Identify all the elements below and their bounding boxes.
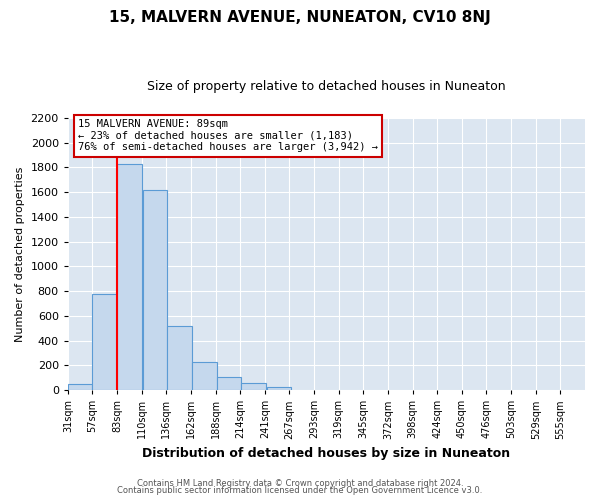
Bar (241, 384, 266, 390)
Bar (143, 190, 167, 390)
Bar (117, 164, 142, 390)
Bar (192, 362, 217, 390)
Text: 15, MALVERN AVENUE, NUNEATON, CV10 8NJ: 15, MALVERN AVENUE, NUNEATON, CV10 8NJ (109, 10, 491, 25)
Text: Contains public sector information licensed under the Open Government Licence v3: Contains public sector information licen… (118, 486, 482, 495)
Text: Contains HM Land Registry data © Crown copyright and database right 2024.: Contains HM Land Registry data © Crown c… (137, 478, 463, 488)
X-axis label: Distribution of detached houses by size in Nuneaton: Distribution of detached houses by size … (142, 447, 511, 460)
Title: Size of property relative to detached houses in Nuneaton: Size of property relative to detached ho… (147, 80, 506, 93)
Text: 15 MALVERN AVENUE: 89sqm
← 23% of detached houses are smaller (1,183)
76% of sem: 15 MALVERN AVENUE: 89sqm ← 23% of detach… (78, 119, 378, 152)
Bar (68, 384, 92, 390)
Bar (167, 326, 192, 390)
Bar (267, 387, 292, 390)
Bar (217, 376, 241, 390)
Y-axis label: Number of detached properties: Number of detached properties (15, 166, 25, 342)
Bar (92, 294, 117, 390)
